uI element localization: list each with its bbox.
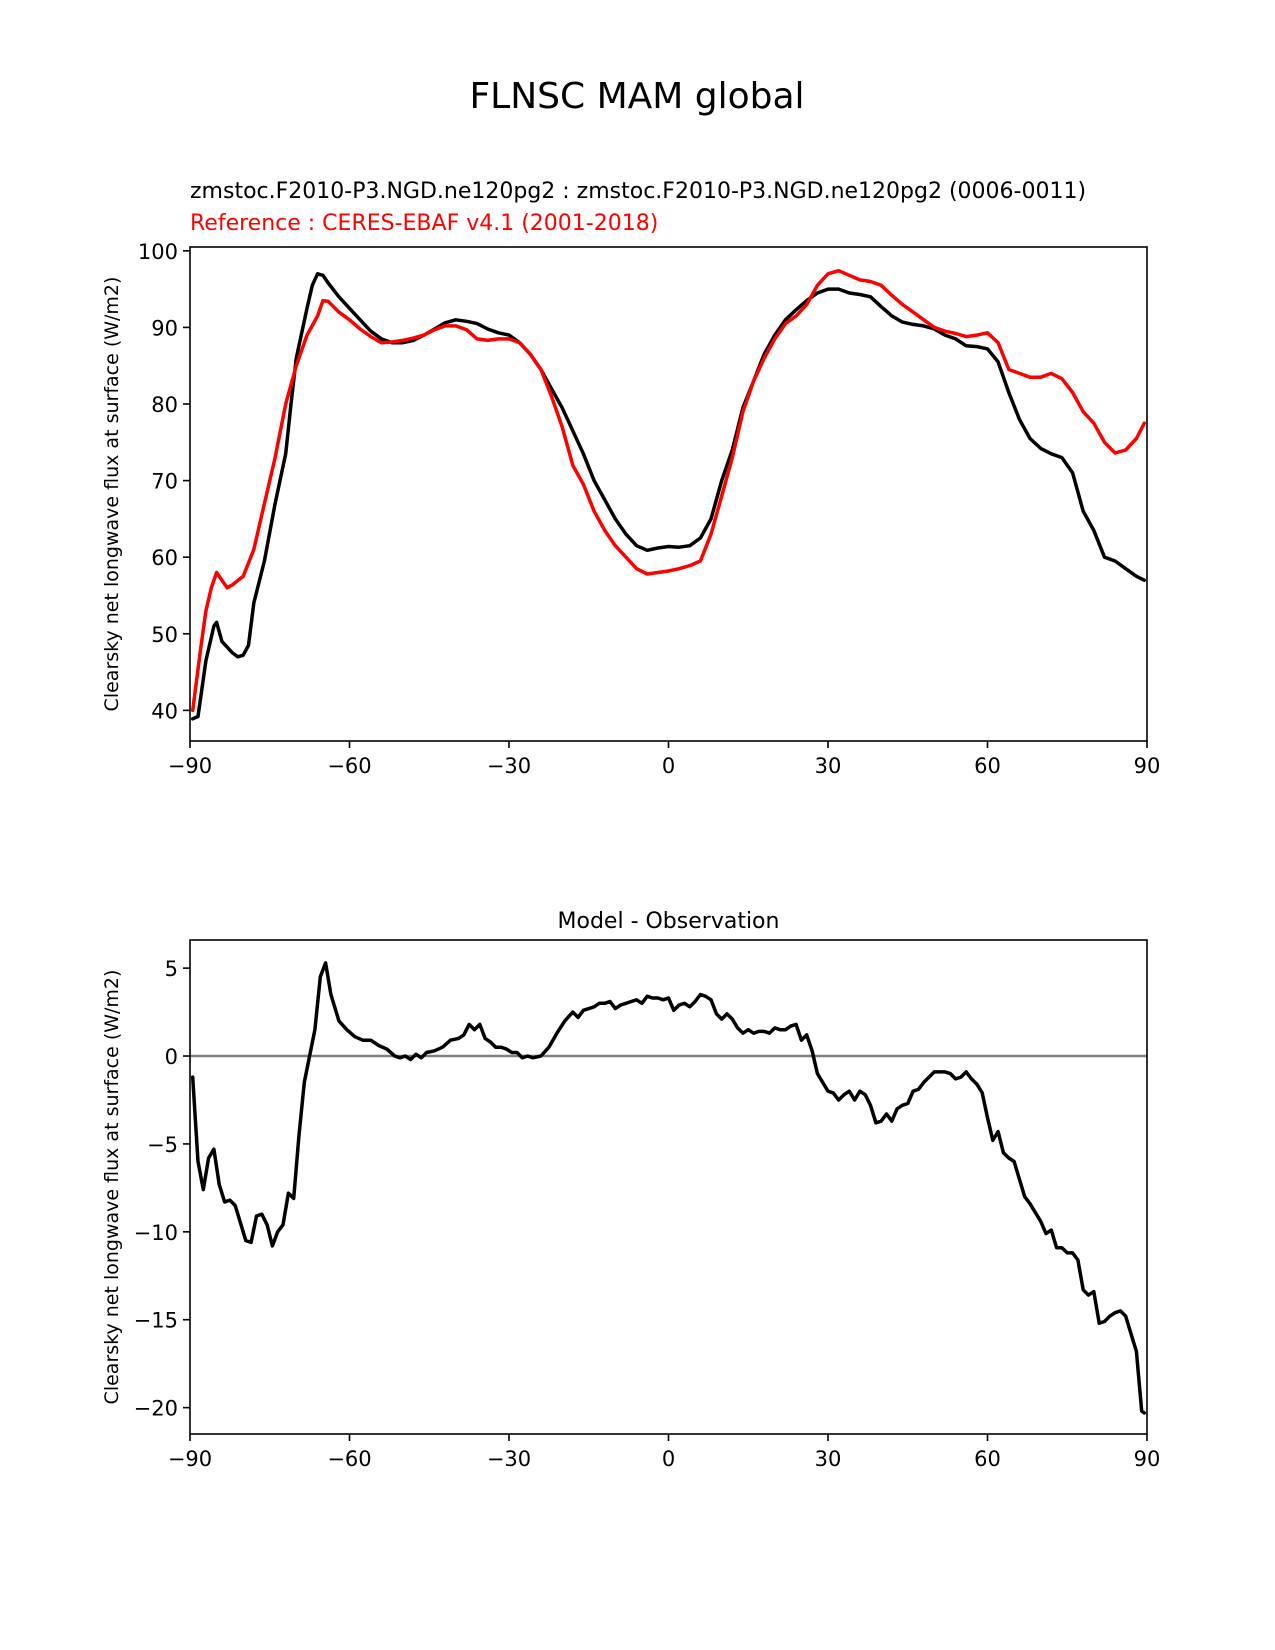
x-tick-label: −30: [487, 754, 531, 778]
y-axis-label: Clearsky net longwave flux at surface (W…: [101, 970, 123, 1405]
x-tick-label: 90: [1134, 754, 1161, 778]
y-tick-label: 40: [151, 699, 178, 723]
series-line-model: [190, 272, 1147, 721]
y-tick-label: 0: [165, 1045, 178, 1069]
y-tick-label: 70: [151, 470, 178, 494]
x-tick-label: 30: [815, 754, 842, 778]
x-tick-label: −60: [327, 754, 371, 778]
y-tick-label: −20: [134, 1397, 178, 1421]
top-panel: −90 −60 −30 0 30 60 90 40 50 60 70 80 90 100 Clearsky …: [101, 179, 1160, 778]
x-tick-label: −30: [487, 1447, 531, 1471]
x-tick-label: 0: [662, 1447, 675, 1471]
y-tick-label: 100: [138, 240, 178, 264]
x-tick-label: 30: [815, 1447, 842, 1471]
x-tick-label: −60: [327, 1447, 371, 1471]
plot-frame: [189, 939, 1148, 1435]
y-tick-label: 90: [151, 316, 178, 340]
y-tick-label: −15: [134, 1309, 178, 1333]
figure-title: FLNSC MAM global: [469, 76, 804, 117]
series-line-model: [190, 961, 1147, 1415]
x-tick-label: −90: [168, 1447, 212, 1471]
x-tick-label: 60: [974, 754, 1001, 778]
y-tick-label: 50: [151, 623, 178, 647]
bottom-panel: −90 −60 −30 0 30 60 90 −20 −15 −10 −5 0 5 Clearsky ne…: [101, 909, 1160, 1471]
y-tick-label: 60: [151, 546, 178, 570]
x-tick-label: 0: [662, 754, 675, 778]
chart-title: Model - Observation: [558, 909, 780, 934]
series-line-reference: [190, 268, 1147, 713]
plot-frame: [189, 246, 1148, 742]
y-tick-label: −10: [134, 1221, 178, 1245]
chart-title-reference: Reference : CERES-EBAF v4.1 (2001-2018): [190, 211, 658, 236]
x-tick-label: 60: [974, 1447, 1001, 1471]
x-tick-label: 90: [1134, 1447, 1161, 1471]
chart-title-model: zmstoc.F2010-P3.NGD.ne120pg2 : zmstoc.F2…: [190, 179, 1086, 204]
y-tick-label: 5: [165, 957, 178, 981]
y-tick-label: −5: [147, 1133, 178, 1157]
y-tick-label: 80: [151, 393, 178, 417]
y-axis-label: Clearsky net longwave flux at surface (W…: [101, 277, 123, 712]
x-tick-label: −90: [168, 754, 212, 778]
